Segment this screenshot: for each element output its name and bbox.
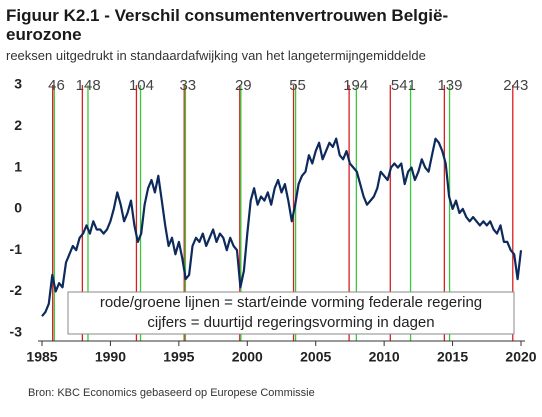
duration-label: 55 xyxy=(289,77,306,94)
duration-label: 29 xyxy=(235,77,252,94)
x-tick-label: 1985 xyxy=(26,349,57,365)
x-tick-label: 2005 xyxy=(300,349,331,365)
duration-label: 33 xyxy=(179,77,196,94)
x-tick-label: 2020 xyxy=(505,349,536,365)
y-tick-label: 0 xyxy=(14,200,22,216)
duration-label: 104 xyxy=(129,77,154,94)
x-tick-label: 1990 xyxy=(95,349,126,365)
chart-title: Figuur K2.1 - Verschil consumentenvertro… xyxy=(6,6,449,44)
duration-label: 139 xyxy=(437,77,462,94)
x-tick-label: 2010 xyxy=(369,349,400,365)
legend-box xyxy=(67,291,515,335)
series-line xyxy=(41,137,523,317)
y-tick-label: 2 xyxy=(14,117,22,133)
x-tick-label: 1995 xyxy=(163,349,194,365)
duration-label: 541 xyxy=(391,77,416,94)
chart-subtitle: reeksen uitgedrukt in standaardafwijking… xyxy=(6,48,426,63)
y-tick-label: 1 xyxy=(14,158,22,174)
source-note: Bron: KBC Economics gebaseerd op Europes… xyxy=(28,387,315,399)
duration-label: 148 xyxy=(76,77,101,94)
y-tick-label: -2 xyxy=(10,282,23,298)
duration-label: 243 xyxy=(503,77,528,94)
duration-label: 194 xyxy=(343,77,368,94)
y-tick-label: -1 xyxy=(10,241,23,257)
y-tick-label: 3 xyxy=(14,76,22,92)
duration-label: 46 xyxy=(48,77,65,94)
legend-text: rode/groene lijnen = start/einde vorming… xyxy=(100,294,482,311)
x-tick-label: 2015 xyxy=(437,349,468,365)
y-tick-label: -3 xyxy=(10,323,23,339)
x-tick-label: 2000 xyxy=(232,349,263,365)
legend-text: cijfers = duurtijd regeringsvorming in d… xyxy=(147,314,434,331)
